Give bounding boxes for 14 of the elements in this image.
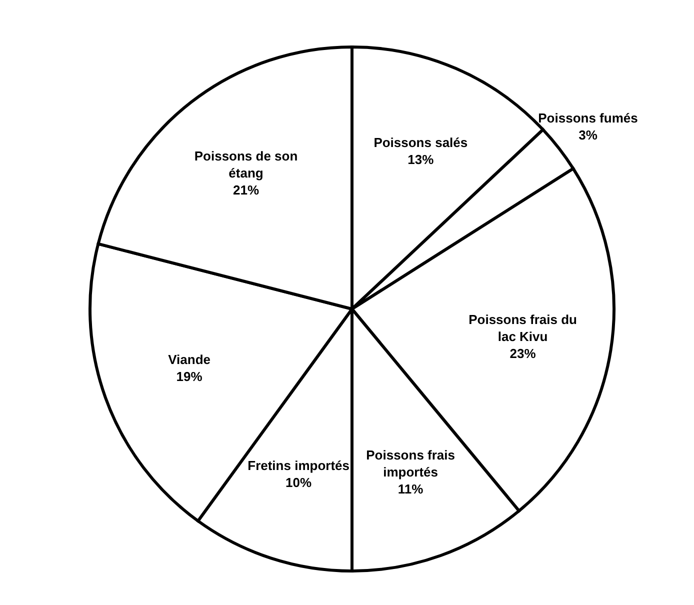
data-label: 10% bbox=[286, 474, 312, 490]
slice-label: Poissons salés bbox=[374, 134, 468, 150]
slice-label: Fretins importés bbox=[248, 457, 350, 472]
slice-label: Poissons frais importés bbox=[366, 447, 456, 480]
slice-label: Poissons frais du lac Kivu bbox=[468, 312, 578, 344]
data-label: 19% bbox=[176, 368, 203, 384]
slice-label: Poissons fumés bbox=[538, 110, 638, 125]
data-label: 11% bbox=[398, 481, 424, 496]
data-label: 23% bbox=[510, 346, 536, 361]
data-label: 13% bbox=[408, 151, 434, 166]
slice-label: Poissons de son étang bbox=[194, 148, 298, 180]
data-label: 3% bbox=[578, 126, 598, 142]
data-label: 21% bbox=[233, 182, 260, 197]
slice-label: Viande bbox=[168, 352, 210, 367]
